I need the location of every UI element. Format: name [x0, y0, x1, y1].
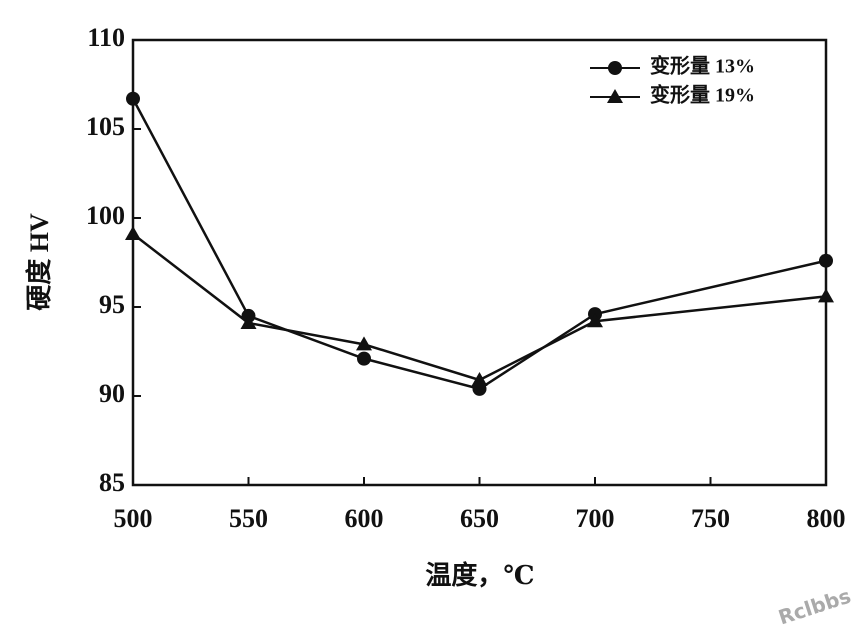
data-point: [818, 288, 834, 303]
watermark: Rclbbs: [775, 584, 853, 630]
legend-label: 变形量 19%: [650, 83, 755, 107]
x-tick-label: 500: [114, 504, 153, 533]
y-tick-label: 95: [99, 290, 125, 319]
x-tick-label: 750: [691, 504, 730, 533]
series-line: [131, 98, 827, 391]
series-line: [132, 233, 827, 382]
y-tick-label: 85: [99, 468, 125, 497]
y-axis-label: 硬度 HV: [24, 213, 54, 311]
legend-marker: [607, 89, 623, 103]
x-tick-label: 650: [460, 504, 499, 533]
data-point: [587, 313, 603, 328]
x-axis-label: 温度，℃: [425, 560, 534, 590]
legend-label: 变形量 13%: [650, 54, 755, 78]
data-point: [240, 315, 257, 330]
y-tick-label: 110: [87, 23, 125, 52]
data-point: [126, 91, 140, 106]
data-point: [125, 226, 141, 241]
x-tick-label: 800: [807, 504, 846, 533]
data-point: [471, 371, 488, 386]
x-tick-label: 600: [345, 504, 384, 533]
y-tick-label: 100: [86, 201, 125, 230]
x-tick-label: 550: [229, 504, 268, 533]
legend-marker: [608, 61, 622, 75]
y-tick-label: 105: [86, 112, 125, 141]
plot-frame: [131, 38, 828, 487]
y-tick-label: 90: [99, 379, 125, 408]
data-point: [356, 336, 372, 351]
data-point: [819, 253, 833, 268]
data-point: [357, 351, 371, 366]
x-tick-label: 700: [576, 504, 615, 533]
